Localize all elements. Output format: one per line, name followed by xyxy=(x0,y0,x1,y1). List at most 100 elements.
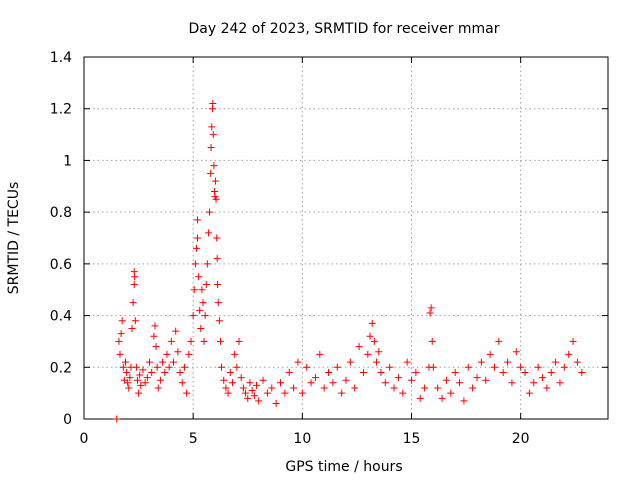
data-point xyxy=(136,371,144,379)
data-point xyxy=(170,358,178,366)
y-tick-label: 1.2 xyxy=(50,102,72,118)
data-point xyxy=(237,374,245,382)
data-point xyxy=(131,273,139,281)
data-point xyxy=(190,286,198,294)
data-point xyxy=(213,234,221,242)
data-point xyxy=(226,368,234,376)
data-point xyxy=(125,384,133,392)
data-point xyxy=(161,368,169,376)
data-point xyxy=(560,363,568,371)
data-point xyxy=(368,319,376,327)
plot-frame xyxy=(83,56,609,420)
y-tick-label: 0.4 xyxy=(50,309,72,325)
data-point xyxy=(547,368,555,376)
data-point xyxy=(176,368,184,376)
x-axis-label: GPS time / hours xyxy=(285,459,402,475)
data-point xyxy=(207,169,215,177)
data-point xyxy=(187,337,195,345)
data-point xyxy=(200,337,208,345)
data-point xyxy=(115,337,123,345)
data-point xyxy=(490,363,498,371)
data-point xyxy=(129,299,137,307)
data-point xyxy=(259,376,267,384)
data-point xyxy=(137,381,145,389)
data-point xyxy=(252,381,260,389)
data-point xyxy=(329,379,337,387)
data-point xyxy=(534,363,542,371)
data-point xyxy=(320,384,328,392)
data-point xyxy=(573,358,581,366)
data-point xyxy=(233,363,241,371)
data-point xyxy=(298,389,306,397)
data-point xyxy=(228,379,236,387)
data-point xyxy=(185,350,193,358)
data-point xyxy=(408,376,415,384)
data-point xyxy=(194,234,202,242)
data-point xyxy=(220,376,228,384)
data-point xyxy=(403,358,411,366)
data-point xyxy=(428,337,436,345)
data-point xyxy=(215,317,223,325)
x-tick-label: 5 xyxy=(189,431,198,447)
data-point xyxy=(172,327,180,335)
data-point xyxy=(277,379,284,387)
chart-title: Day 242 of 2023, SRMTID for receiver mma… xyxy=(188,21,499,37)
data-point xyxy=(207,144,215,151)
x-tick-labels: 0 5 10 15 20 xyxy=(80,431,530,447)
data-point xyxy=(156,376,164,384)
data-point xyxy=(375,348,383,356)
data-point xyxy=(151,322,159,330)
data-point xyxy=(386,363,394,371)
data-point xyxy=(366,332,374,340)
data-point xyxy=(246,379,254,387)
data-point xyxy=(482,376,490,384)
data-point xyxy=(311,374,319,382)
data-point xyxy=(239,384,247,392)
data-point xyxy=(255,397,263,405)
data-point xyxy=(204,229,212,237)
data-point xyxy=(248,387,256,395)
data-point xyxy=(543,384,551,392)
data-point xyxy=(128,325,136,332)
data-point xyxy=(212,195,220,203)
data-point xyxy=(124,379,132,387)
data-point xyxy=(167,337,175,345)
data-point xyxy=(294,358,302,366)
data-point xyxy=(153,363,161,371)
y-tick-label: 0.8 xyxy=(50,205,72,221)
data-point xyxy=(192,244,200,252)
data-point xyxy=(208,123,216,131)
data-point xyxy=(281,389,289,397)
data-point xyxy=(290,384,298,392)
data-point xyxy=(163,350,171,358)
data-point xyxy=(117,330,125,338)
data-point xyxy=(133,376,141,384)
data-point xyxy=(235,337,243,345)
data-point xyxy=(131,317,139,325)
data-point xyxy=(189,312,197,320)
data-point xyxy=(242,389,250,397)
data-point xyxy=(132,363,140,371)
data-point xyxy=(148,368,156,376)
data-point xyxy=(469,384,477,392)
data-point xyxy=(504,358,512,366)
data-point xyxy=(214,281,222,289)
data-point xyxy=(139,366,147,374)
data-point xyxy=(447,389,455,397)
data-point xyxy=(421,384,429,392)
data-point xyxy=(209,131,217,139)
data-point xyxy=(213,255,221,263)
data-point xyxy=(473,374,481,382)
data-point xyxy=(333,363,341,371)
data-point xyxy=(569,337,577,345)
data-point xyxy=(123,368,131,376)
data-point xyxy=(451,368,459,376)
data-point xyxy=(325,368,333,376)
data-point xyxy=(178,379,186,387)
data-point xyxy=(307,379,315,387)
data-point xyxy=(130,281,138,289)
data-point xyxy=(373,358,381,366)
data-point xyxy=(521,368,529,376)
x-tick-label: 20 xyxy=(512,431,530,447)
